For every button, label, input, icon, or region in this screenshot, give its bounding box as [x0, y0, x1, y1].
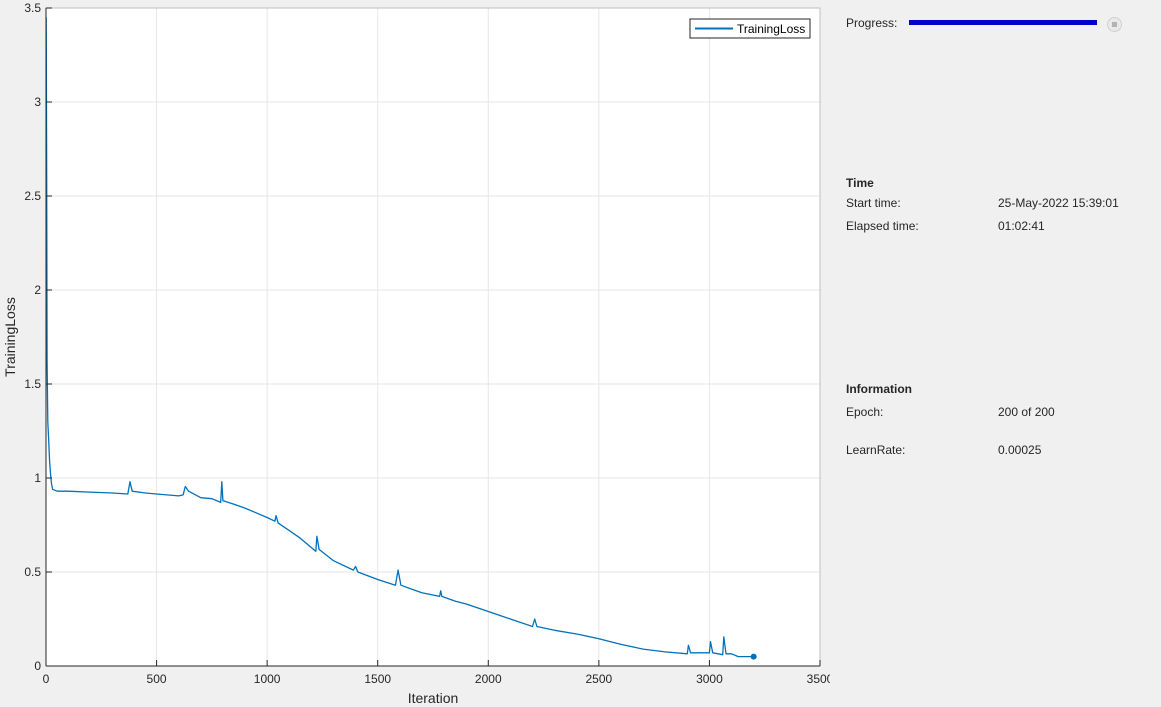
epoch-value: 200 of 200: [998, 405, 1055, 419]
epoch-label: Epoch:: [846, 405, 884, 419]
x-tick-label: 500: [147, 672, 167, 686]
start-time-value: 25-May-2022 15:39:01: [998, 196, 1119, 210]
grid-layer: [45, 7, 821, 667]
y-tick-label: 0.5: [24, 565, 41, 579]
x-tick-label: 3000: [696, 672, 723, 686]
x-tick-label: 1000: [254, 672, 281, 686]
x-axis-label: Iteration: [408, 690, 459, 706]
time-section-title: Time: [846, 176, 874, 190]
start-time-label: Start time:: [846, 196, 901, 210]
y-axis-label: TrainingLoss: [2, 297, 18, 377]
series-layer: [45, 17, 757, 660]
learnrate-value: 0.00025: [998, 443, 1042, 457]
x-tick-label: 2000: [475, 672, 502, 686]
x-tick-label: 2500: [586, 672, 613, 686]
progress-label: Progress:: [846, 16, 898, 30]
elapsed-time-label: Elapsed time:: [846, 219, 919, 233]
series-line-trainingloss: [45, 17, 754, 658]
axes-background: [46, 8, 820, 666]
y-tick-label: 1: [34, 471, 41, 485]
legend-entry-traininglossname: TrainingLoss: [737, 22, 805, 36]
learnrate-label: LearnRate:: [846, 443, 906, 457]
y-tick-label: 3.5: [24, 1, 41, 15]
y-tick-label: 2: [34, 283, 41, 297]
x-tick-label: 0: [43, 672, 50, 686]
x-tick-label: 1500: [364, 672, 391, 686]
series-last-point-marker: [750, 653, 757, 660]
progress-bar-fill: [909, 20, 1097, 25]
y-tick-label: 0: [34, 659, 41, 673]
legend[interactable]: TrainingLoss: [689, 18, 811, 39]
stop-training-button[interactable]: [1107, 17, 1122, 32]
training-info-panel: Progress: Time Start time: 25-May-2022 1…: [830, 0, 1161, 707]
information-section-title: Information: [846, 382, 912, 396]
elapsed-time-value: 01:02:41: [998, 219, 1045, 233]
progress-bar: [909, 20, 1097, 25]
legend-box: [689, 18, 811, 39]
y-tick-label: 1.5: [24, 377, 41, 391]
stop-icon: [1112, 22, 1117, 27]
y-tick-label: 3: [34, 95, 41, 109]
y-tick-label: 2.5: [24, 189, 41, 203]
